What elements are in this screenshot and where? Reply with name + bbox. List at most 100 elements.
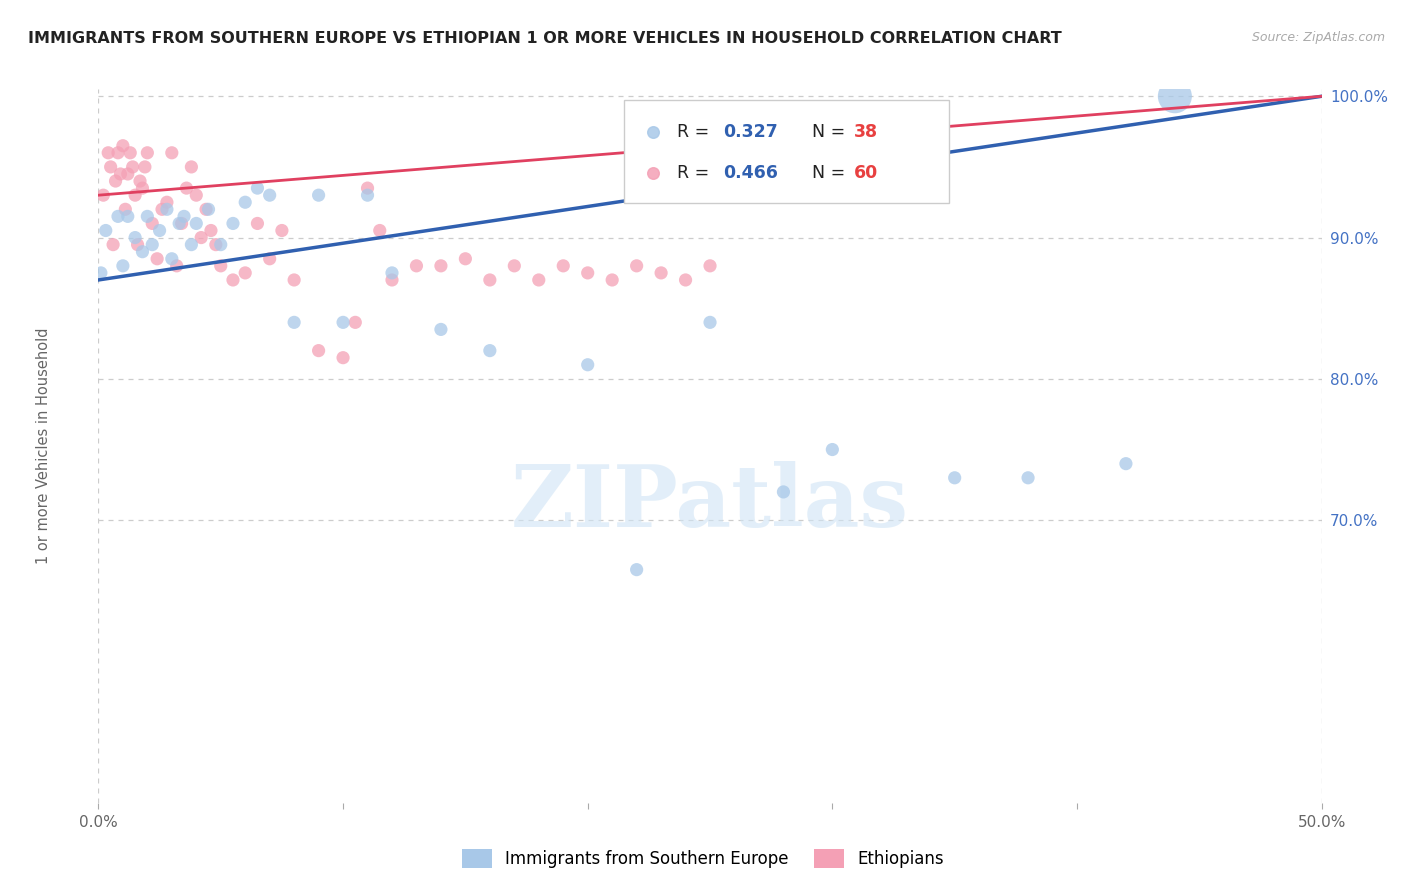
Point (246, 216, 269, 230)
Point (186, 216, 208, 230)
Point (127, 237, 149, 252)
Point (120, 145, 142, 160)
Point (233, 266, 256, 280)
Point (430, 322, 453, 336)
Point (160, 145, 183, 160)
Point (167, 216, 190, 230)
Point (308, 188, 330, 202)
Point (100, 160, 122, 174)
Point (454, 252, 477, 266)
Point (381, 273, 404, 287)
Point (200, 223, 222, 237)
Point (553, 259, 575, 273)
Point (1195, 254, 1218, 268)
Point (170, 216, 193, 230)
Point (134, 160, 156, 174)
Point (117, 210, 139, 224)
Point (195, 202, 218, 217)
Point (430, 259, 453, 273)
Point (503, 259, 526, 273)
Point (180, 237, 202, 252)
Point (97, 145, 120, 160)
Point (131, 244, 153, 259)
Point (209, 259, 232, 273)
Text: N =: N = (811, 164, 851, 182)
Point (124, 230, 146, 244)
Point (332, 315, 354, 329)
Point (156, 202, 179, 217)
Text: N =: N = (811, 123, 851, 141)
Point (1164, 89, 1187, 103)
Point (111, 138, 134, 153)
Point (149, 223, 172, 237)
Point (405, 259, 427, 273)
Text: R =: R = (678, 164, 714, 182)
Point (121, 160, 143, 174)
Point (576, 358, 599, 372)
Point (246, 181, 269, 195)
Point (111, 259, 134, 273)
Point (141, 216, 163, 230)
Point (166, 259, 188, 273)
Point (675, 273, 697, 287)
Point (180, 160, 202, 174)
Point (222, 273, 245, 287)
Point (699, 315, 721, 329)
Point (356, 181, 378, 195)
Point (283, 273, 305, 287)
Point (90, 266, 112, 280)
Text: ZIPatlas: ZIPatlas (510, 461, 910, 545)
Point (650, 266, 672, 280)
Point (368, 223, 391, 237)
Point (259, 188, 281, 202)
Point (124, 188, 146, 202)
Point (222, 216, 245, 230)
Point (104, 174, 127, 188)
Point (381, 266, 404, 280)
Point (114, 202, 136, 217)
Point (173, 210, 195, 224)
Point (699, 259, 721, 273)
Point (91, 188, 114, 202)
Point (197, 202, 219, 217)
Point (233, 195, 256, 210)
Point (821, 442, 844, 457)
Point (150, 202, 173, 217)
Point (332, 351, 354, 365)
Point (141, 237, 163, 252)
Point (1017, 471, 1039, 485)
Point (176, 181, 198, 195)
Text: R =: R = (678, 123, 714, 141)
Point (190, 230, 212, 244)
Point (160, 252, 183, 266)
Point (478, 273, 501, 287)
Point (344, 315, 367, 329)
Text: 1 or more Vehicles in Household: 1 or more Vehicles in Household (37, 327, 51, 565)
Point (308, 343, 330, 358)
FancyBboxPatch shape (624, 100, 949, 203)
Text: 38: 38 (855, 123, 879, 141)
Point (270, 223, 294, 237)
Point (131, 181, 153, 195)
Point (478, 343, 501, 358)
Point (136, 210, 159, 224)
Point (943, 471, 966, 485)
Point (600, 273, 623, 287)
Point (101, 237, 124, 252)
Point (146, 252, 169, 266)
Text: 0.327: 0.327 (724, 123, 779, 141)
Text: Source: ZipAtlas.com: Source: ZipAtlas.com (1251, 31, 1385, 45)
Point (186, 188, 208, 202)
Point (129, 174, 152, 188)
Point (205, 237, 228, 252)
Point (283, 315, 305, 329)
Point (626, 259, 648, 273)
Point (527, 273, 550, 287)
Point (110, 167, 132, 181)
Point (209, 237, 232, 252)
Point (136, 145, 159, 160)
Legend: Immigrants from Southern Europe, Ethiopians: Immigrants from Southern Europe, Ethiopi… (456, 843, 950, 875)
Point (117, 167, 139, 181)
Text: 60: 60 (855, 164, 879, 182)
Point (156, 195, 179, 210)
